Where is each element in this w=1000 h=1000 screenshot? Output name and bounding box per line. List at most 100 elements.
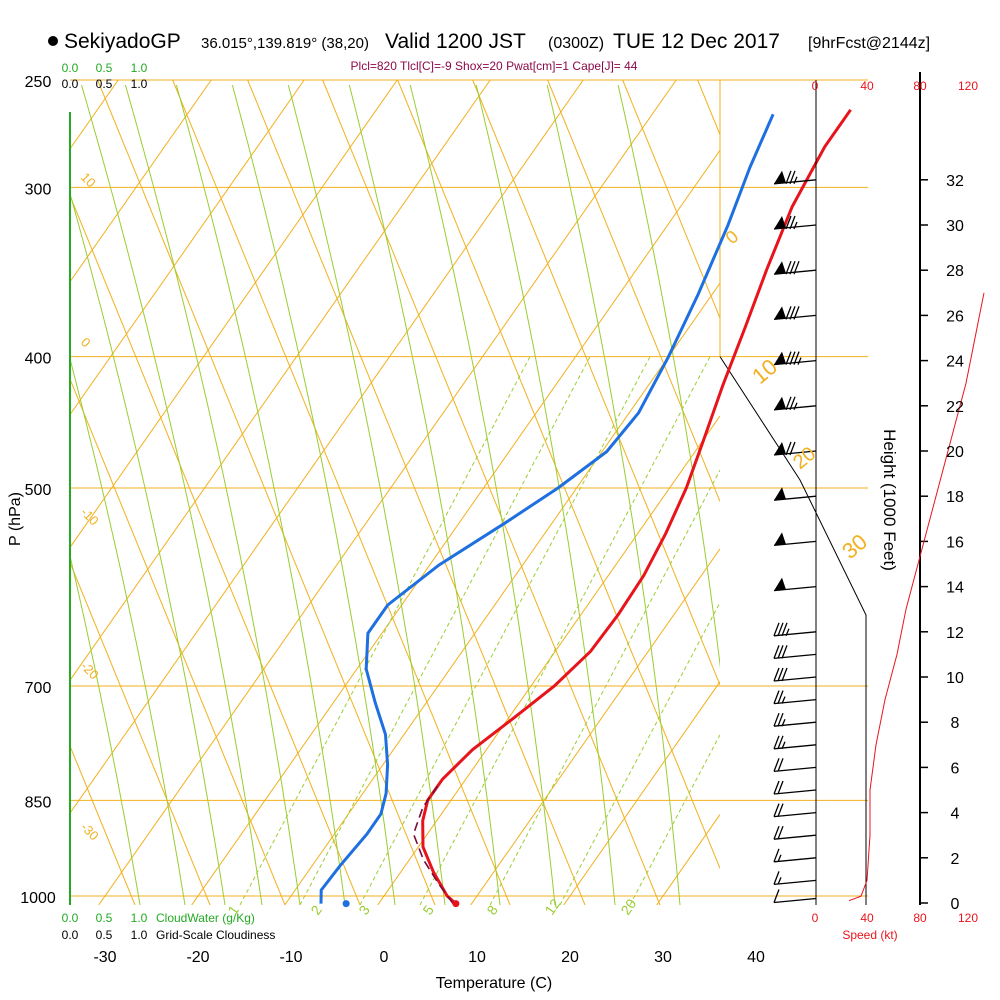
mixing-ratio-label: 3: [355, 902, 373, 918]
wind-barb: [773, 871, 817, 886]
wind-barb-half: [793, 402, 798, 411]
dry-adiabat-line: [622, 80, 720, 319]
speed-label: Speed (kt): [842, 928, 897, 942]
wind-barb: [773, 622, 817, 637]
wind-barb-half: [777, 854, 782, 863]
wind-barb: [773, 215, 817, 230]
mixing-ratio-line: [239, 356, 531, 905]
plot-frame: [70, 80, 720, 905]
wind-barb-full: [773, 690, 780, 704]
wind-barb-full: [785, 441, 792, 456]
wind-barb-pennant: [774, 532, 786, 546]
wind-barb: [773, 780, 817, 795]
dewpoint-line: [319, 113, 775, 904]
pressure-tick-label: 1000: [20, 890, 56, 907]
utc-time: (0300Z): [548, 35, 604, 52]
mixing-ratio-label: 12: [541, 896, 563, 918]
height-boundary-line: [719, 356, 867, 905]
temperature-line: [421, 108, 852, 905]
height-tick-label: 30: [946, 218, 964, 235]
moist-adiabat-line: [475, 84, 616, 905]
wind-barb-full: [773, 622, 780, 637]
cloudwater-tick-bottom: 1.0: [131, 911, 148, 925]
height-tick-label: 10: [946, 670, 964, 687]
wind-barb-full: [789, 215, 796, 230]
wind-barb: [773, 712, 817, 727]
dry-adiabat-label: -10: [78, 505, 102, 529]
dry-adiabat-line: [397, 80, 720, 869]
dry-adiabat-line: [547, 80, 720, 502]
mixing-ratio-line: [419, 356, 711, 905]
wind-barb-staff: [773, 857, 817, 863]
isotherm-line: [656, 814, 720, 905]
wind-barb-staff: [773, 744, 817, 750]
temperature-tick-label: 20: [561, 949, 579, 966]
wind-barb-full: [773, 758, 780, 772]
wind-barb-full: [773, 712, 780, 727]
station-bullet: [48, 36, 58, 46]
moist-adiabat-line: [124, 84, 301, 905]
wind-barb-staff: [773, 766, 817, 773]
wind-barb-full: [773, 825, 780, 840]
wind-barb-full: [789, 306, 796, 320]
dry-adiabat-line: [70, 745, 136, 905]
cloudwater-tick-bottom: 0.5: [96, 911, 113, 925]
isotherm-line: [563, 681, 720, 905]
wind-barb: [773, 889, 817, 904]
wind-barb: [773, 441, 817, 456]
pressure-tick-label: 500: [25, 482, 52, 499]
wind-speed-line: [848, 292, 985, 902]
isotherm-line: [70, 80, 584, 814]
cloudiness-tick-bottom: 0.0: [62, 928, 79, 942]
wind-barb-full: [773, 667, 780, 682]
wind-barb-full: [781, 645, 788, 659]
cloudwater-tick-bottom: 0.0: [62, 911, 79, 925]
wind-barb-full: [777, 803, 784, 817]
height-tick-label: 20: [946, 444, 964, 461]
wind-barb-staff: [773, 653, 817, 660]
wind-barb: [773, 735, 817, 750]
pressure-tick-label: 250: [25, 74, 52, 91]
height-tick-label: 18: [946, 489, 964, 506]
temperature-tick-label: 40: [747, 949, 765, 966]
cloudwater-tick-top: 0.5: [96, 61, 113, 75]
dry-adiabat-line: [247, 80, 586, 905]
speed-tick-bottom: 40: [860, 911, 874, 925]
wind-barb-full: [785, 351, 792, 365]
wind-barb-full: [777, 735, 784, 750]
dry-adiabat-label: -30: [78, 820, 102, 844]
valid-date: TUE 12 Dec 2017: [613, 30, 780, 53]
wind-barb-full: [789, 260, 796, 275]
wind-barb-full: [773, 889, 780, 903]
wind-barb: [773, 577, 817, 592]
wind-barb-full: [793, 306, 800, 320]
valid-time: Valid 1200 JST: [385, 30, 526, 53]
pressure-tick-label: 300: [25, 181, 52, 198]
wind-barb: [773, 532, 817, 547]
wind-barb-pennant: [774, 261, 786, 275]
wind-barb-half: [797, 357, 802, 365]
wind-barb-full: [773, 645, 780, 659]
height-tick-label: 26: [946, 308, 964, 325]
wind-barb-full: [777, 712, 784, 727]
moist-adiabat-line: [348, 84, 501, 905]
moist-adiabat-label: 0: [722, 226, 743, 248]
wind-barb-full: [777, 690, 784, 704]
height-tick-label: 16: [946, 534, 964, 551]
wind-barb-full: [773, 848, 780, 863]
temperature-tick-label: -20: [186, 949, 209, 966]
parcel-line: [412, 785, 454, 905]
wind-barb: [773, 825, 817, 840]
height-tick-label: 8: [951, 715, 960, 732]
station-name: SekiyadoGP: [64, 30, 181, 53]
wind-barb-pennant: [774, 442, 786, 455]
moist-adiabat-line: [70, 191, 226, 905]
wind-barb-full: [773, 780, 780, 795]
dry-adiabat-line: [472, 80, 720, 686]
speed-tick-bottom: 120: [958, 911, 978, 925]
wind-barb-staff: [773, 721, 817, 727]
wind-barb-full: [785, 215, 792, 230]
mixing-ratio-label: 20: [617, 896, 639, 918]
wind-barb-full: [777, 667, 784, 682]
